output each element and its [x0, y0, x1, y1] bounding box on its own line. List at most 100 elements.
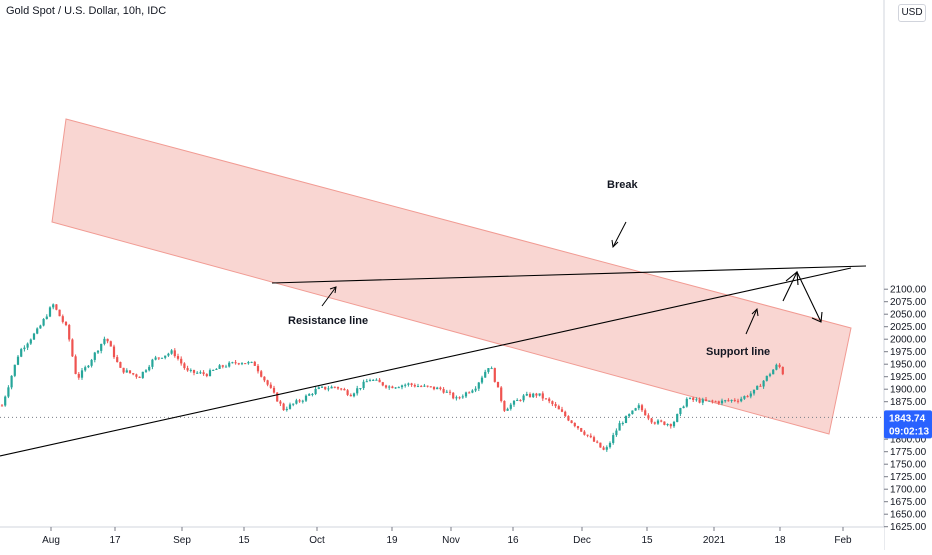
candle-body: [698, 399, 701, 403]
candle-body: [199, 372, 202, 374]
candle-body: [301, 400, 304, 402]
candle-body: [378, 379, 381, 383]
time-tick-label: 19: [386, 535, 398, 546]
candle-body: [23, 347, 26, 350]
candle-body: [352, 393, 356, 397]
candle-body: [151, 359, 154, 367]
candle-body: [346, 390, 349, 395]
candle-body: [564, 411, 567, 417]
candle-body: [333, 386, 336, 388]
candle-body: [596, 441, 599, 443]
candle-body: [148, 366, 151, 371]
candle-body: [567, 416, 570, 421]
candle-body: [282, 403, 285, 411]
candle-body: [272, 387, 276, 393]
current-price-badge: [884, 410, 932, 439]
time-tick-label: Sep: [173, 535, 191, 546]
candle-body: [672, 421, 676, 427]
candle-body: [228, 362, 231, 367]
candle-body: [493, 368, 496, 382]
candle-body: [173, 350, 176, 357]
candle-body: [775, 364, 778, 370]
candle-body: [580, 428, 583, 432]
candle-body: [381, 382, 384, 386]
candle-body: [554, 404, 557, 407]
candle-body: [519, 400, 522, 402]
symbol-title[interactable]: Gold Spot / U.S. Dollar, 10h, IDC: [6, 5, 167, 17]
candle-body: [522, 395, 525, 401]
candle-body: [624, 416, 628, 424]
support-arrowhead: [751, 307, 759, 317]
candle-body: [192, 369, 196, 373]
time-tick-label: Dec: [573, 535, 591, 546]
time-tick-label: 15: [238, 535, 250, 546]
candle-body: [474, 388, 477, 391]
candle-body: [260, 371, 263, 377]
candle-body: [615, 430, 618, 436]
current-price-label: 1843.74: [889, 413, 926, 424]
candle-body: [583, 431, 586, 435]
candle-body: [112, 346, 116, 358]
price-tick-label: 1625.00: [890, 522, 927, 533]
candle-body: [400, 385, 404, 388]
candle-body: [436, 387, 439, 390]
candle-body: [324, 386, 327, 390]
candle-body: [442, 389, 445, 393]
forecast-arrow-up: [785, 270, 799, 286]
candle-body: [746, 396, 749, 398]
candle-body: [551, 401, 554, 405]
candle-body: [487, 368, 490, 372]
candle-body: [288, 404, 292, 409]
time-tick-label: Aug: [42, 535, 60, 546]
candle-body: [77, 373, 80, 378]
break-label: Break: [607, 179, 638, 191]
candle-body: [509, 404, 512, 409]
candle-body: [269, 384, 272, 388]
candle-body: [64, 321, 68, 326]
candle-body: [240, 363, 244, 365]
candle-body: [740, 398, 743, 402]
candle-body: [682, 406, 685, 409]
candle-body: [170, 350, 173, 354]
candle-body: [432, 386, 436, 390]
currency-button[interactable]: USD: [898, 4, 926, 22]
price-tick-label: 1925.00: [890, 372, 927, 383]
candle-body: [717, 401, 720, 404]
candle-body: [186, 368, 189, 371]
candle-body: [205, 374, 208, 377]
candle-body: [394, 387, 397, 389]
candle-body: [125, 370, 128, 373]
candle-body: [218, 365, 221, 369]
candle-body: [266, 380, 269, 385]
candle-body: [500, 387, 503, 401]
candle-body: [16, 356, 20, 365]
candle-body: [84, 367, 87, 371]
candle-body: [592, 437, 596, 442]
candle-body: [752, 389, 756, 394]
candle-body: [404, 384, 407, 386]
price-tick-label: 1900.00: [890, 385, 927, 396]
candle-body: [692, 397, 695, 400]
candle-body: [532, 393, 535, 398]
candle-body: [548, 398, 551, 402]
candle-body: [637, 405, 640, 409]
price-scale-background: [884, 0, 932, 550]
candle-body: [589, 435, 592, 438]
candle-body: [253, 361, 256, 366]
candle-body: [132, 373, 135, 375]
candle-body: [458, 397, 461, 399]
candle-body: [276, 392, 279, 402]
time-axis-background: [0, 527, 884, 550]
candle-body: [384, 385, 388, 388]
candle-body: [538, 393, 541, 396]
candle-body: [32, 333, 36, 340]
candle-body: [128, 370, 132, 374]
support-trendline: [0, 267, 852, 457]
price-tick-label: 1950.00: [890, 360, 927, 371]
candle-body: [96, 350, 100, 353]
candle-body: [535, 393, 538, 396]
price-tick-label: 2000.00: [890, 335, 927, 346]
candle-body: [452, 392, 455, 399]
